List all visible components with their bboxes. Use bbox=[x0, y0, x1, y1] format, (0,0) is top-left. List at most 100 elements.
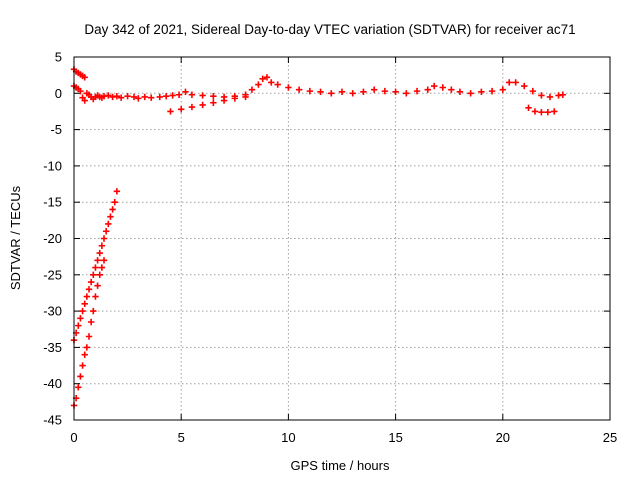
data-point bbox=[255, 81, 262, 88]
data-point bbox=[77, 315, 84, 322]
data-points bbox=[70, 66, 567, 409]
data-point bbox=[92, 264, 99, 271]
data-point bbox=[141, 93, 148, 101]
data-point bbox=[285, 84, 292, 91]
x-tick-label: 15 bbox=[388, 430, 402, 445]
data-point bbox=[94, 282, 101, 289]
y-tick-label: 5 bbox=[55, 50, 62, 65]
data-point bbox=[83, 293, 91, 300]
data-point bbox=[456, 88, 464, 96]
data-point bbox=[77, 373, 84, 380]
data-point bbox=[248, 86, 256, 93]
x-tick-label: 20 bbox=[496, 430, 510, 445]
data-point bbox=[178, 106, 185, 113]
data-point bbox=[268, 79, 275, 86]
y-tick-label: -20 bbox=[43, 231, 62, 246]
data-point bbox=[81, 300, 88, 308]
data-point bbox=[96, 271, 103, 278]
data-point bbox=[81, 74, 88, 81]
axis-ticks: 0 5 10 15 20 25 5 0 -5 -10 -15 -20 -25 -30 -35 -40 -45 bbox=[43, 50, 617, 446]
data-point bbox=[162, 93, 170, 100]
x-tick-label: 25 bbox=[603, 430, 617, 445]
data-point bbox=[210, 99, 217, 106]
y-tick-label: -40 bbox=[43, 376, 62, 391]
data-point bbox=[94, 257, 101, 264]
data-point bbox=[90, 271, 97, 278]
data-point bbox=[488, 87, 496, 95]
data-point bbox=[83, 344, 91, 351]
data-point bbox=[349, 90, 356, 97]
data-point bbox=[113, 93, 121, 100]
data-point bbox=[525, 104, 532, 112]
data-point bbox=[75, 322, 82, 329]
data-point bbox=[77, 87, 84, 95]
y-tick-label: -10 bbox=[43, 158, 62, 173]
data-point bbox=[109, 206, 116, 213]
data-point bbox=[506, 79, 513, 86]
y-tick-label: -25 bbox=[43, 267, 62, 282]
data-point bbox=[263, 74, 271, 81]
data-point bbox=[105, 220, 112, 228]
data-point bbox=[403, 90, 410, 97]
data-point bbox=[538, 92, 545, 99]
data-point bbox=[98, 264, 106, 271]
y-tick-label: -15 bbox=[43, 195, 62, 210]
data-point bbox=[544, 108, 552, 116]
data-point bbox=[169, 92, 176, 99]
data-point bbox=[81, 97, 88, 104]
x-tick-label: 10 bbox=[281, 430, 295, 445]
data-point bbox=[478, 88, 485, 96]
data-point bbox=[392, 88, 399, 96]
data-point bbox=[295, 86, 303, 93]
data-point bbox=[538, 108, 545, 116]
y-tick-label: -45 bbox=[43, 413, 62, 428]
data-point bbox=[75, 384, 82, 391]
data-point bbox=[175, 91, 183, 98]
data-point bbox=[113, 188, 121, 195]
data-point bbox=[90, 307, 97, 315]
data-point bbox=[370, 86, 378, 93]
data-point bbox=[338, 88, 346, 96]
data-point bbox=[85, 286, 93, 293]
x-tick-label: 5 bbox=[178, 430, 185, 445]
y-tick-label: -5 bbox=[50, 122, 62, 137]
data-point bbox=[521, 82, 528, 90]
data-point bbox=[381, 87, 389, 95]
data-point bbox=[430, 82, 438, 90]
data-point bbox=[105, 92, 112, 99]
data-point bbox=[147, 94, 155, 101]
data-point bbox=[79, 307, 86, 315]
data-point bbox=[306, 87, 314, 95]
data-point bbox=[100, 235, 108, 242]
data-point bbox=[96, 249, 103, 257]
data-point bbox=[424, 86, 431, 93]
data-point bbox=[210, 93, 217, 100]
y-tick-label: 0 bbox=[55, 86, 62, 101]
data-point bbox=[199, 101, 206, 109]
x-axis-label: GPS time / hours bbox=[291, 458, 390, 473]
data-point bbox=[467, 90, 474, 97]
data-point bbox=[531, 108, 539, 115]
x-tick-label: 0 bbox=[70, 430, 77, 445]
data-point bbox=[546, 93, 554, 101]
data-point bbox=[512, 79, 519, 86]
data-point bbox=[188, 103, 196, 111]
data-point bbox=[231, 95, 238, 102]
data-point bbox=[102, 228, 110, 235]
data-point bbox=[499, 86, 506, 93]
data-point bbox=[111, 199, 118, 206]
data-point bbox=[85, 333, 93, 340]
plot-frame bbox=[73, 56, 611, 421]
data-point bbox=[167, 108, 174, 115]
data-point bbox=[98, 242, 106, 249]
y-tick-label: -30 bbox=[43, 304, 62, 319]
chart-title: Day 342 of 2021, Sidereal Day-to-day VTE… bbox=[84, 22, 575, 37]
grid-lines bbox=[74, 57, 610, 420]
data-point bbox=[274, 81, 281, 88]
data-point bbox=[317, 88, 324, 96]
data-point bbox=[81, 351, 88, 358]
data-point bbox=[130, 93, 138, 101]
data-point bbox=[439, 84, 446, 91]
